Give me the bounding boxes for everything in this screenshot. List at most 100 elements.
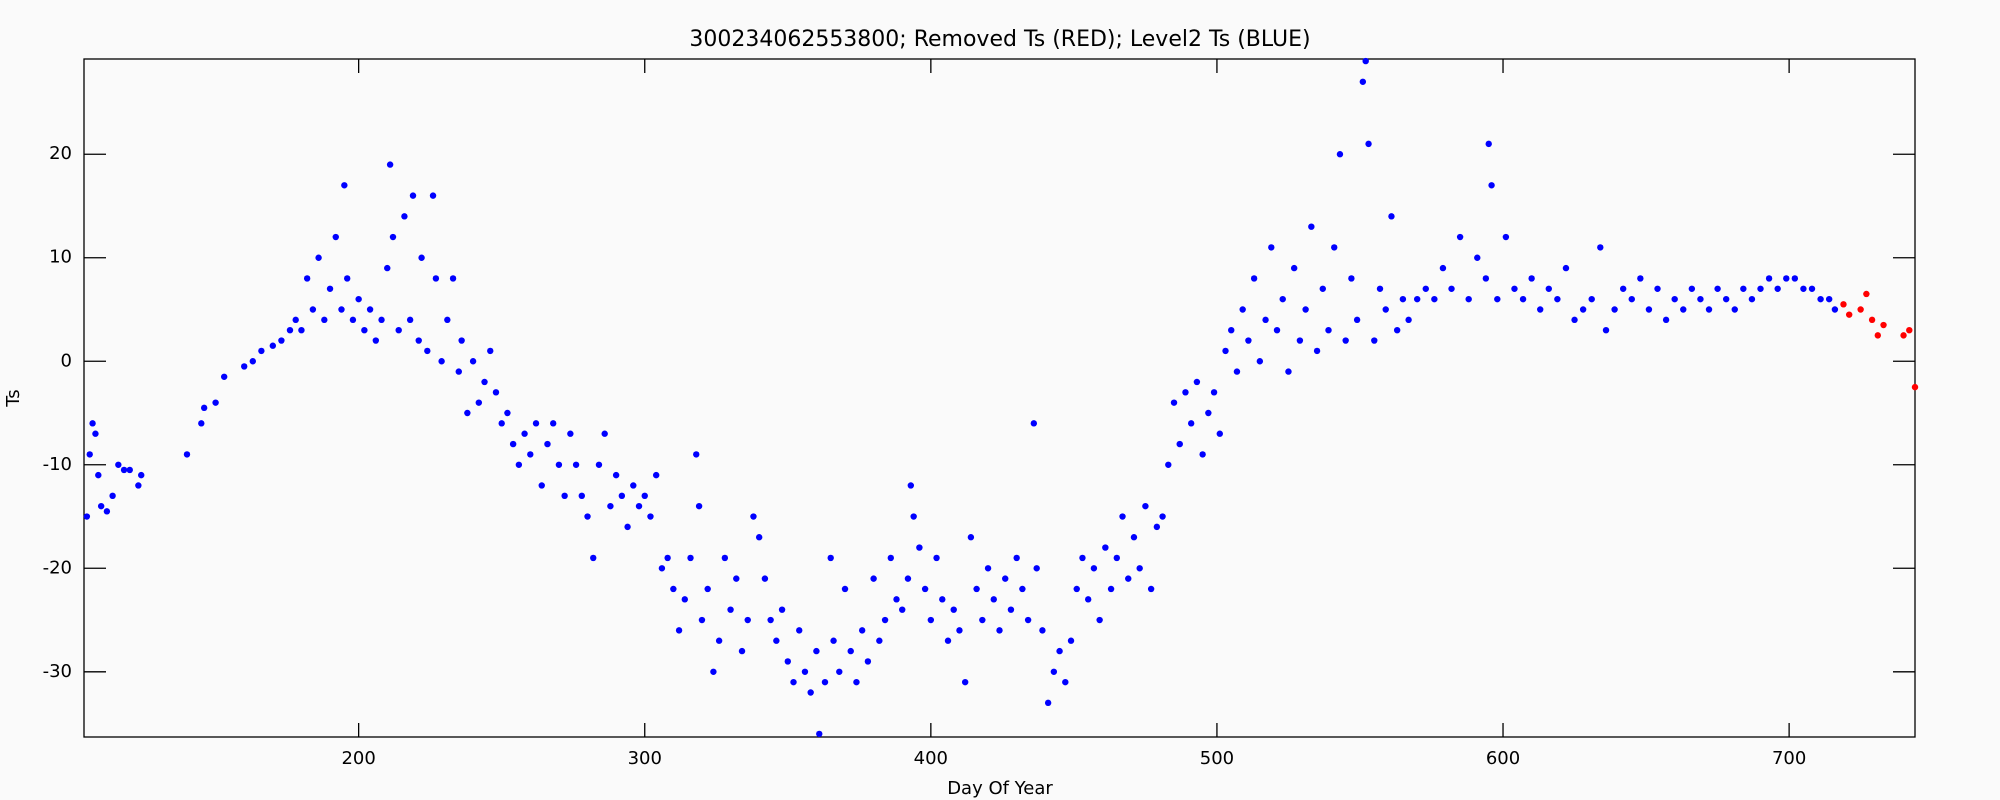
point xyxy=(1456,233,1464,241)
point xyxy=(424,347,431,355)
point xyxy=(1142,502,1149,510)
point xyxy=(1465,295,1472,303)
point xyxy=(220,373,228,380)
point xyxy=(1482,275,1490,282)
point xyxy=(893,596,900,603)
point xyxy=(658,565,666,572)
point xyxy=(1336,151,1344,158)
point xyxy=(361,327,368,334)
point xyxy=(1062,678,1069,686)
point xyxy=(1705,306,1713,313)
point xyxy=(584,513,591,520)
point xyxy=(1170,399,1178,406)
point xyxy=(916,544,923,551)
point xyxy=(1688,285,1696,292)
point xyxy=(1579,306,1587,313)
point xyxy=(401,213,408,220)
point xyxy=(1002,575,1009,582)
point xyxy=(853,678,860,686)
chart-title: 300234062553800; Removed Ts (RED); Level… xyxy=(689,27,1310,52)
point xyxy=(1371,337,1378,344)
point xyxy=(1800,285,1807,292)
x-tick-label: 500 xyxy=(1200,748,1234,769)
point xyxy=(698,616,706,624)
point xyxy=(1697,295,1704,303)
point xyxy=(567,430,574,437)
point xyxy=(681,596,688,603)
point xyxy=(1817,295,1824,303)
point xyxy=(321,316,328,324)
point xyxy=(1013,554,1020,562)
point xyxy=(624,523,631,531)
point xyxy=(830,637,837,644)
point xyxy=(389,233,397,241)
point xyxy=(1906,327,1913,334)
point xyxy=(1228,327,1235,334)
point xyxy=(1537,306,1544,313)
point xyxy=(1039,627,1046,634)
point xyxy=(1405,316,1412,324)
point xyxy=(1359,78,1367,85)
point xyxy=(1073,585,1080,593)
point xyxy=(601,430,608,437)
point xyxy=(1474,254,1481,261)
point xyxy=(103,508,111,515)
point xyxy=(738,647,746,655)
point xyxy=(635,502,643,510)
point xyxy=(464,409,471,417)
point xyxy=(1182,389,1189,396)
point xyxy=(1748,295,1756,303)
point xyxy=(1831,306,1839,313)
x-tick-label: 200 xyxy=(341,748,375,769)
point xyxy=(1494,295,1501,303)
point xyxy=(1619,285,1627,292)
point xyxy=(481,378,488,386)
point xyxy=(1262,316,1269,324)
point xyxy=(332,233,339,241)
point xyxy=(1602,327,1610,334)
point xyxy=(1136,565,1143,572)
point xyxy=(449,275,457,282)
point xyxy=(1571,316,1578,324)
point xyxy=(1645,306,1653,313)
point xyxy=(1857,306,1864,313)
point xyxy=(1056,647,1063,655)
plot-frame xyxy=(83,58,1916,738)
point xyxy=(409,192,417,199)
point xyxy=(1239,306,1246,313)
point xyxy=(1125,575,1132,582)
y-tick-label: 0 xyxy=(61,350,72,371)
point xyxy=(1165,461,1172,468)
point xyxy=(212,399,219,406)
point xyxy=(773,637,780,644)
point xyxy=(590,554,597,562)
point xyxy=(744,616,751,624)
y-tick-label: -10 xyxy=(43,454,72,475)
point xyxy=(927,616,935,624)
point xyxy=(415,337,422,344)
point xyxy=(386,161,394,168)
point xyxy=(755,534,763,541)
point xyxy=(429,192,437,199)
point xyxy=(1107,585,1115,593)
point xyxy=(595,461,603,468)
point xyxy=(910,513,917,520)
point xyxy=(1285,368,1292,375)
point xyxy=(1662,316,1670,324)
point xyxy=(907,482,915,489)
point xyxy=(1362,57,1369,65)
point xyxy=(135,482,142,489)
point xyxy=(1722,295,1730,303)
point xyxy=(95,471,102,479)
point xyxy=(904,575,912,582)
point xyxy=(1296,337,1304,344)
point xyxy=(1216,430,1223,437)
point xyxy=(1250,275,1258,282)
point xyxy=(1611,306,1618,313)
point xyxy=(1233,368,1241,375)
point xyxy=(950,606,957,613)
x-axis-label: Day Of Year xyxy=(947,778,1053,799)
point xyxy=(1562,264,1570,272)
point xyxy=(498,420,505,427)
point xyxy=(1256,358,1264,365)
